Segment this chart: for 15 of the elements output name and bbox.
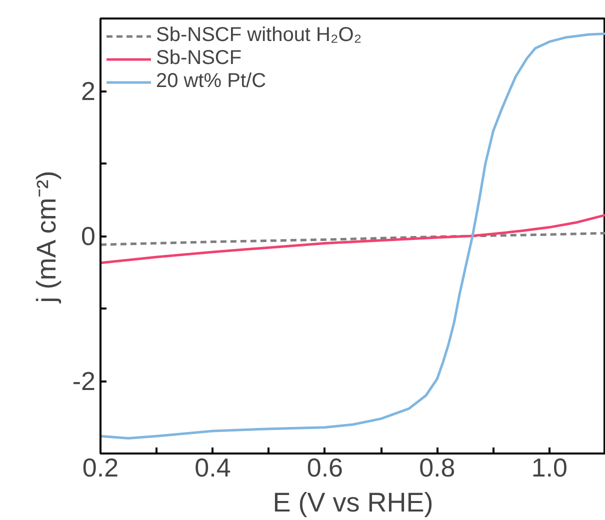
x-tick-label: 1.0: [531, 452, 568, 482]
x-axis-title: E (V vs RHE): [272, 488, 434, 518]
y-tick-label: -2: [72, 366, 96, 396]
y-tick-label: 0: [81, 221, 96, 251]
legend-label: Sb-NSCF without H₂O₂: [156, 24, 362, 47]
x-tick-label: 0.2: [82, 452, 119, 482]
legend-label: 20 wt% Pt/C: [156, 70, 266, 93]
y-axis-title: j (mA cm⁻²): [31, 170, 62, 304]
line-series: [100, 214, 605, 264]
x-tick-label: 0.4: [194, 452, 231, 482]
y-tick-label: 2: [81, 76, 96, 106]
line-series: [100, 232, 605, 246]
legend-label: Sb-NSCF: [156, 47, 242, 70]
x-tick-label: 0.6: [306, 452, 344, 482]
x-tick-label: 0.8: [419, 452, 456, 482]
